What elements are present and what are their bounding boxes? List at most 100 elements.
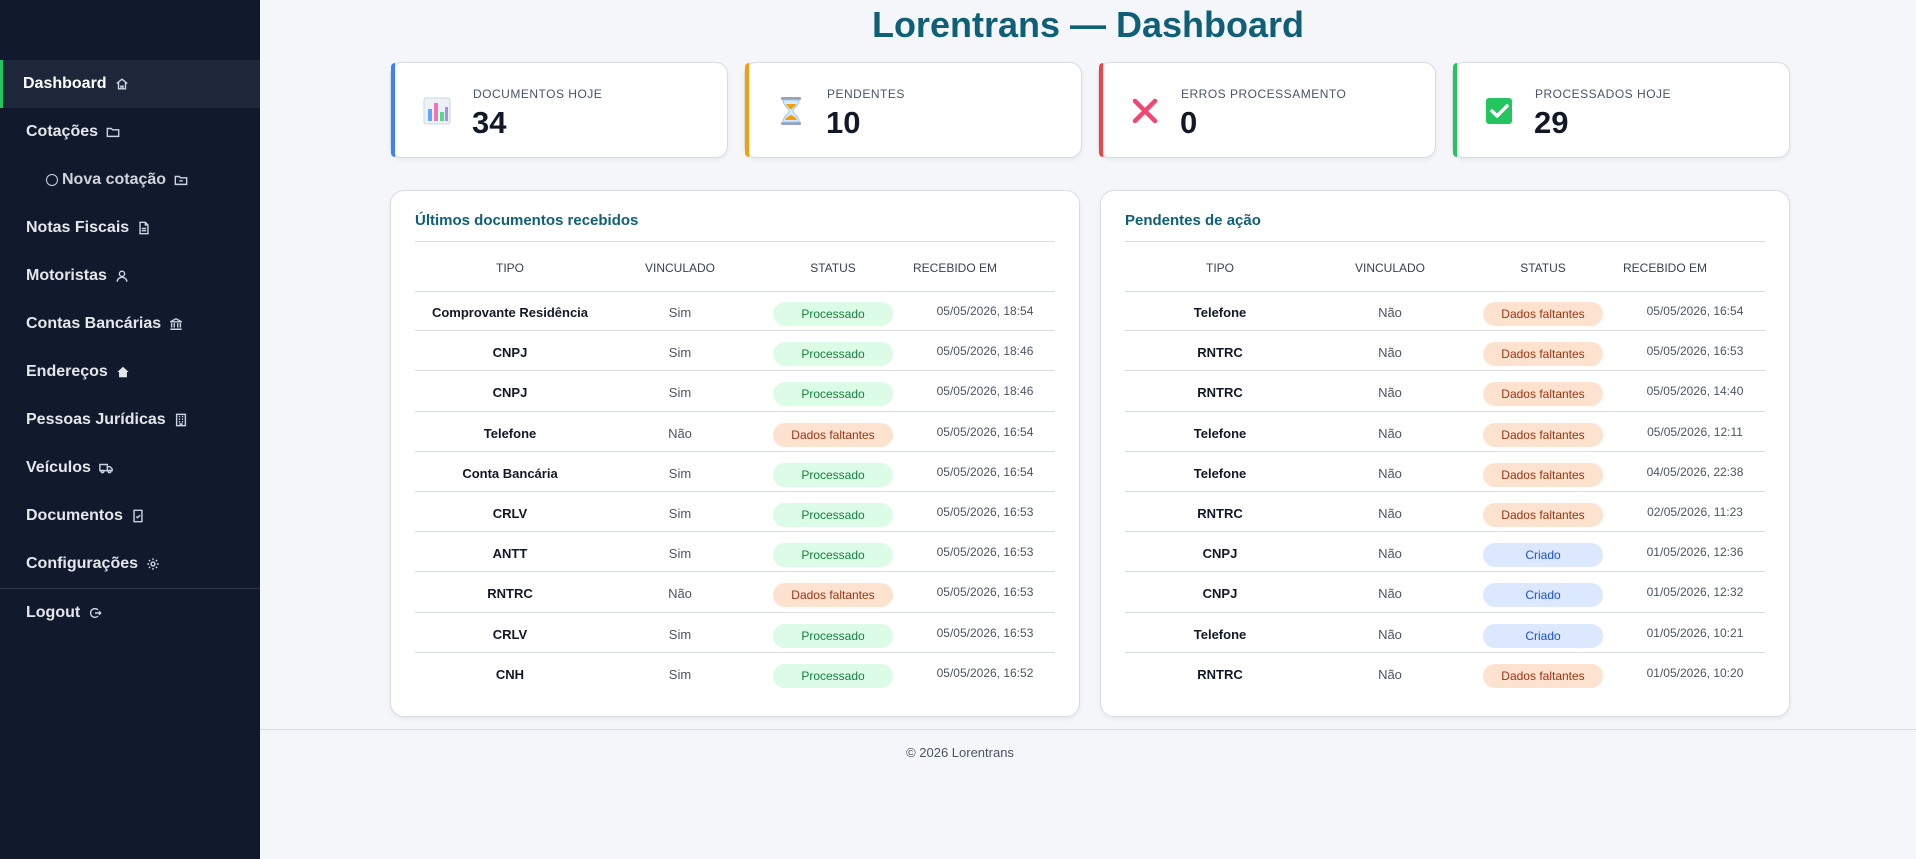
table-row[interactable]: Telefone Não Dados faltantes 05/05/2026, 12… <box>1125 412 1765 452</box>
cell-vinculado: Sim <box>668 626 692 642</box>
table-row[interactable]: CNPJ Não Criado 01/05/2026, 12:32 <box>1125 572 1765 613</box>
sidebar-item-dashboard[interactable]: Dashboard <box>0 60 260 108</box>
cell-recebido: 05/05/2026, 18:54 <box>936 304 1034 318</box>
stat-card-pendentes: PENDENTES 10 <box>744 62 1082 158</box>
cell-vinculado: Não <box>1378 305 1402 320</box>
cell-recebido: 05/05/2026, 16:53 <box>936 625 1034 640</box>
cell-recebido: 02/05/2026, 11:23 <box>1647 504 1743 519</box>
cell-tipo: Telefone <box>1193 425 1247 441</box>
sidebar-item-configuracoes[interactable]: Configurações <box>0 540 260 588</box>
cell-vinculado: Sim <box>668 345 692 361</box>
status-badge: Dados faltantes <box>1483 502 1603 527</box>
sidebar-item-label: Cotações <box>26 123 99 140</box>
table-row[interactable]: CRLV Sim Processado 05/05/2026, 16:53 <box>415 613 1055 653</box>
sidebar-item-veiculos[interactable]: Veículos <box>0 444 260 492</box>
status-badge: Dados faltantes <box>1483 663 1603 688</box>
sidebar-item-label: Notas Fiscais <box>26 219 130 236</box>
stat-value: 10 <box>826 105 861 140</box>
cell-tipo: Comprovante Residência <box>431 305 589 320</box>
sidebar-item-label: Configurações <box>26 555 139 572</box>
table-row[interactable]: RNTRC Não Dados faltantes 05/05/2026, 14:40 <box>1125 371 1765 412</box>
stat-accent-bar <box>1099 63 1103 157</box>
sidebar-item-label: Documentos <box>26 507 123 524</box>
sidebar-item-nova-cotacao[interactable]: Nova cotação <box>0 156 260 204</box>
cell-recebido: 01/05/2026, 10:20 <box>1646 665 1744 680</box>
stat-label: DOCUMENTOS HOJE <box>473 87 603 101</box>
sidebar: Dashboard Cotações Nova cotação Notas Fi… <box>0 0 260 859</box>
sidebar-item-pessoas-juridicas[interactable]: Pessoas Jurídicas <box>0 396 260 444</box>
cell-recebido: 05/05/2026, 16:53 <box>936 504 1034 519</box>
cell-recebido: 01/05/2026, 12:32 <box>1646 585 1744 600</box>
pending-actions-table: Telefone Não Dados faltantes 05/05/2026, 16… <box>1125 291 1765 693</box>
sidebar-divider <box>0 588 260 589</box>
cell-recebido: 05/05/2026, 18:46 <box>936 384 1034 399</box>
cell-tipo: CRLV <box>492 626 528 642</box>
column-header-tipo: TIPO <box>1205 261 1234 275</box>
stat-card-processados: PROCESSADOS HOJE 29 <box>1452 62 1790 158</box>
table-row[interactable]: Telefone Não Criado 01/05/2026, 10:21 <box>1125 613 1765 653</box>
cell-vinculado: Sim <box>668 546 692 562</box>
cell-vinculado: Não <box>1378 546 1402 562</box>
status-badge: Dados faltantes <box>1483 302 1603 326</box>
table-row[interactable]: CRLV Sim Processado 05/05/2026, 16:53 <box>415 492 1055 533</box>
cell-vinculado: Sim <box>668 305 692 320</box>
file-icon <box>137 221 151 235</box>
cell-tipo: CNPJ <box>1202 586 1238 602</box>
sidebar-item-cotacoes[interactable]: Cotações <box>0 108 260 156</box>
table-row[interactable]: CNH Sim Processado 05/05/2026, 16:52 <box>415 653 1055 693</box>
gear-icon <box>146 557 160 571</box>
column-header-vinculado: VINCULADO <box>644 261 715 275</box>
table-row[interactable]: Telefone Não Dados faltantes 05/05/2026, 16… <box>1125 291 1765 332</box>
status-badge: Processado <box>773 382 893 407</box>
sidebar-item-enderecos[interactable]: Endereços <box>0 348 260 396</box>
stat-value: 34 <box>472 105 507 140</box>
table-header-divider <box>1125 291 1765 292</box>
status-badge: Criado <box>1483 543 1603 568</box>
cell-recebido: 05/05/2026, 12:11 <box>1647 424 1743 439</box>
table-row[interactable]: RNTRC Não Dados faltantes 05/05/2026, 16:53 <box>1125 331 1765 372</box>
cell-vinculado: Sim <box>668 465 692 481</box>
table-row[interactable]: CNPJ Sim Processado 05/05/2026, 18:46 <box>415 331 1055 372</box>
cell-recebido: 05/05/2026, 16:53 <box>936 585 1034 600</box>
cell-recebido: 05/05/2026, 18:46 <box>936 344 1034 359</box>
table-header-divider <box>415 291 1055 292</box>
cell-tipo: Telefone <box>1193 465 1247 481</box>
sidebar-item-contas-bancarias[interactable]: Contas Bancárias <box>0 300 260 348</box>
table-row[interactable]: ANTT Sim Processado 05/05/2026, 16:53 <box>415 532 1055 573</box>
cross-icon <box>1129 95 1161 127</box>
user-icon <box>115 269 129 283</box>
column-header-recebido: RECEBIDO EM <box>913 261 998 275</box>
table-row[interactable]: CNPJ Sim Processado 05/05/2026, 18:46 <box>415 371 1055 412</box>
hourglass-icon <box>775 95 807 127</box>
cell-vinculado: Não <box>1378 586 1402 602</box>
cell-recebido: 05/05/2026, 16:54 <box>1646 304 1744 318</box>
sidebar-item-label: Pessoas Jurídicas <box>26 411 166 428</box>
panel-divider <box>1125 241 1765 242</box>
cell-tipo: RNTRC <box>1197 505 1243 521</box>
table-row[interactable]: Telefone Não Dados faltantes 05/05/2026, 16… <box>415 412 1055 452</box>
sidebar-item-documentos[interactable]: Documentos <box>0 492 260 540</box>
table-row[interactable]: Conta Bancária Sim Processado 05/05/2026, 1… <box>415 452 1055 492</box>
stat-accent-bar <box>1453 63 1457 157</box>
sidebar-item-motoristas[interactable]: Motoristas <box>0 252 260 300</box>
table-row[interactable]: Telefone Não Dados faltantes 04/05/2026, 22… <box>1125 452 1765 492</box>
stat-accent-bar <box>391 63 395 157</box>
sidebar-item-notas-fiscais[interactable]: Notas Fiscais <box>0 204 260 252</box>
cell-tipo: RNTRC <box>1197 385 1243 401</box>
table-row[interactable]: Comprovante Residência Sim Processado 05/05… <box>415 291 1055 332</box>
status-badge: Processado <box>773 663 893 688</box>
cell-recebido: 05/05/2026, 14:40 <box>1646 384 1744 399</box>
cell-recebido: 05/05/2026, 16:52 <box>936 665 1034 680</box>
logout-icon <box>88 606 102 620</box>
table-row[interactable]: RNTRC Não Dados faltantes 05/05/2026, 16:53 <box>415 572 1055 613</box>
logout-button[interactable]: Logout <box>0 589 260 637</box>
cell-vinculado: Não <box>1378 345 1402 361</box>
table-row[interactable]: CNPJ Não Criado 01/05/2026, 12:36 <box>1125 532 1765 573</box>
recent-documents-table: Comprovante Residência Sim Processado 05/05… <box>415 291 1055 693</box>
footer: © 2026 Lorentrans <box>906 745 1014 760</box>
status-badge: Dados faltantes <box>773 422 893 447</box>
table-row[interactable]: RNTRC Não Dados faltantes 01/05/2026, 10:20 <box>1125 653 1765 693</box>
table-row[interactable]: RNTRC Não Dados faltantes 02/05/2026, 11:23 <box>1125 492 1765 533</box>
building-icon <box>174 413 188 427</box>
column-header-vinculado: VINCULADO <box>1354 261 1425 275</box>
